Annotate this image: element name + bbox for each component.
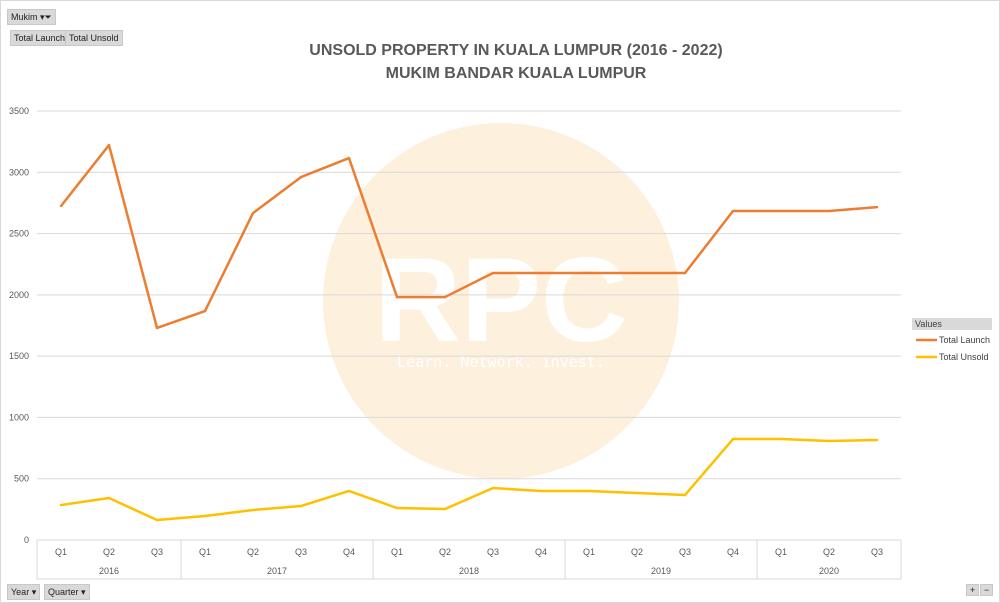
x-tick-label: Q3 bbox=[295, 547, 307, 557]
y-tick-label: 3000 bbox=[9, 167, 29, 177]
dropdown-icon: ▾ bbox=[81, 587, 86, 597]
expand-button[interactable]: + bbox=[966, 584, 980, 596]
data-point bbox=[683, 493, 687, 497]
data-point bbox=[731, 437, 735, 441]
data-point bbox=[779, 209, 783, 213]
data-point bbox=[203, 514, 207, 518]
x-tick-label: Q3 bbox=[487, 547, 499, 557]
data-point bbox=[395, 506, 399, 510]
data-point bbox=[251, 211, 255, 215]
data-point bbox=[875, 438, 879, 442]
year-label: 2018 bbox=[459, 566, 479, 576]
x-tick-label: Q4 bbox=[343, 547, 355, 557]
data-point bbox=[491, 486, 495, 490]
quarter-label: Quarter bbox=[48, 587, 79, 597]
legend-label-launch: Total Launch bbox=[939, 335, 990, 345]
legend-header bbox=[912, 318, 992, 330]
data-point bbox=[539, 489, 543, 493]
data-point bbox=[347, 156, 351, 160]
data-point bbox=[827, 439, 831, 443]
y-tick-label: 3500 bbox=[9, 106, 29, 116]
x-tick-label: Q4 bbox=[535, 547, 547, 557]
collapse-button[interactable]: − bbox=[980, 584, 994, 596]
year-label: 2020 bbox=[819, 566, 839, 576]
year-label: 2017 bbox=[267, 566, 287, 576]
data-point bbox=[539, 271, 543, 275]
data-point bbox=[443, 295, 447, 299]
data-point bbox=[107, 496, 111, 500]
x-tick-label: Q1 bbox=[583, 547, 595, 557]
data-point bbox=[683, 271, 687, 275]
field-button-total-unsold[interactable]: Total Unsold bbox=[65, 30, 123, 46]
data-point bbox=[827, 209, 831, 213]
chart-title: UNSOLD PROPERTY IN KUALA LUMPUR (2016 - … bbox=[309, 42, 722, 59]
mukim-filter-button[interactable]: Mukim ▾⏷ bbox=[7, 9, 56, 25]
x-tick-label: Q3 bbox=[679, 547, 691, 557]
legend-label-unsold: Total Unsold bbox=[939, 352, 989, 362]
y-tick-label: 2500 bbox=[9, 229, 29, 239]
x-tick-label: Q4 bbox=[727, 547, 739, 557]
data-point bbox=[59, 503, 63, 507]
data-point bbox=[635, 491, 639, 495]
year-label: Year bbox=[11, 587, 30, 597]
data-point bbox=[107, 143, 111, 147]
x-tick-label: Q3 bbox=[151, 547, 163, 557]
x-tick-label: Q2 bbox=[103, 547, 115, 557]
x-tick-label: Q2 bbox=[247, 547, 259, 557]
data-point bbox=[347, 489, 351, 493]
data-point bbox=[395, 295, 399, 299]
data-point bbox=[635, 271, 639, 275]
data-point bbox=[155, 326, 159, 330]
x-tick-label: Q1 bbox=[55, 547, 67, 557]
filter-icon: ▾⏷ bbox=[40, 12, 52, 22]
data-point bbox=[59, 204, 63, 208]
year-label: 2019 bbox=[651, 566, 671, 576]
series-line-total-launch bbox=[60, 143, 878, 330]
legend-title: Values bbox=[915, 319, 942, 329]
data-point bbox=[299, 175, 303, 179]
y-tick-label: 2000 bbox=[9, 290, 29, 300]
chart-subtitle: MUKIM BANDAR KUALA LUMPUR bbox=[386, 65, 647, 82]
x-tick-label: Q1 bbox=[199, 547, 211, 557]
data-point bbox=[875, 205, 879, 209]
series-line-total-unsold bbox=[60, 437, 878, 522]
dropdown-icon: ▾ bbox=[31, 587, 37, 597]
x-tick-label: Q1 bbox=[391, 547, 403, 557]
year-label: 2016 bbox=[99, 566, 119, 576]
field-button-total-launch[interactable]: Total Launch bbox=[10, 30, 70, 46]
x-tick-label: Q2 bbox=[631, 547, 643, 557]
data-point bbox=[203, 309, 207, 313]
x-tick-label: Q2 bbox=[439, 547, 451, 557]
data-point bbox=[491, 271, 495, 275]
x-tick-label: Q1 bbox=[775, 547, 787, 557]
x-tick-label: Q2 bbox=[823, 547, 835, 557]
x-tick-label: Q3 bbox=[871, 547, 883, 557]
year-filter-button[interactable]: Year ▾ bbox=[7, 584, 41, 600]
y-tick-label: 500 bbox=[14, 474, 29, 484]
data-point bbox=[251, 508, 255, 512]
data-point bbox=[587, 489, 591, 493]
data-point bbox=[731, 209, 735, 213]
watermark-circle bbox=[323, 123, 679, 479]
data-point bbox=[299, 504, 303, 508]
y-tick-label: 1500 bbox=[9, 351, 29, 361]
watermark-tagline: Learn. Network. invest. bbox=[397, 353, 605, 371]
data-point bbox=[443, 507, 447, 511]
y-tick-label: 0 bbox=[24, 535, 29, 545]
y-tick-label: 1000 bbox=[9, 412, 29, 422]
data-point bbox=[155, 518, 159, 522]
quarter-filter-button[interactable]: Quarter ▾ bbox=[44, 584, 90, 600]
watermark-logo: RPC bbox=[374, 233, 627, 367]
data-point bbox=[779, 437, 783, 441]
mukim-label: Mukim bbox=[11, 12, 38, 22]
data-point bbox=[587, 271, 591, 275]
